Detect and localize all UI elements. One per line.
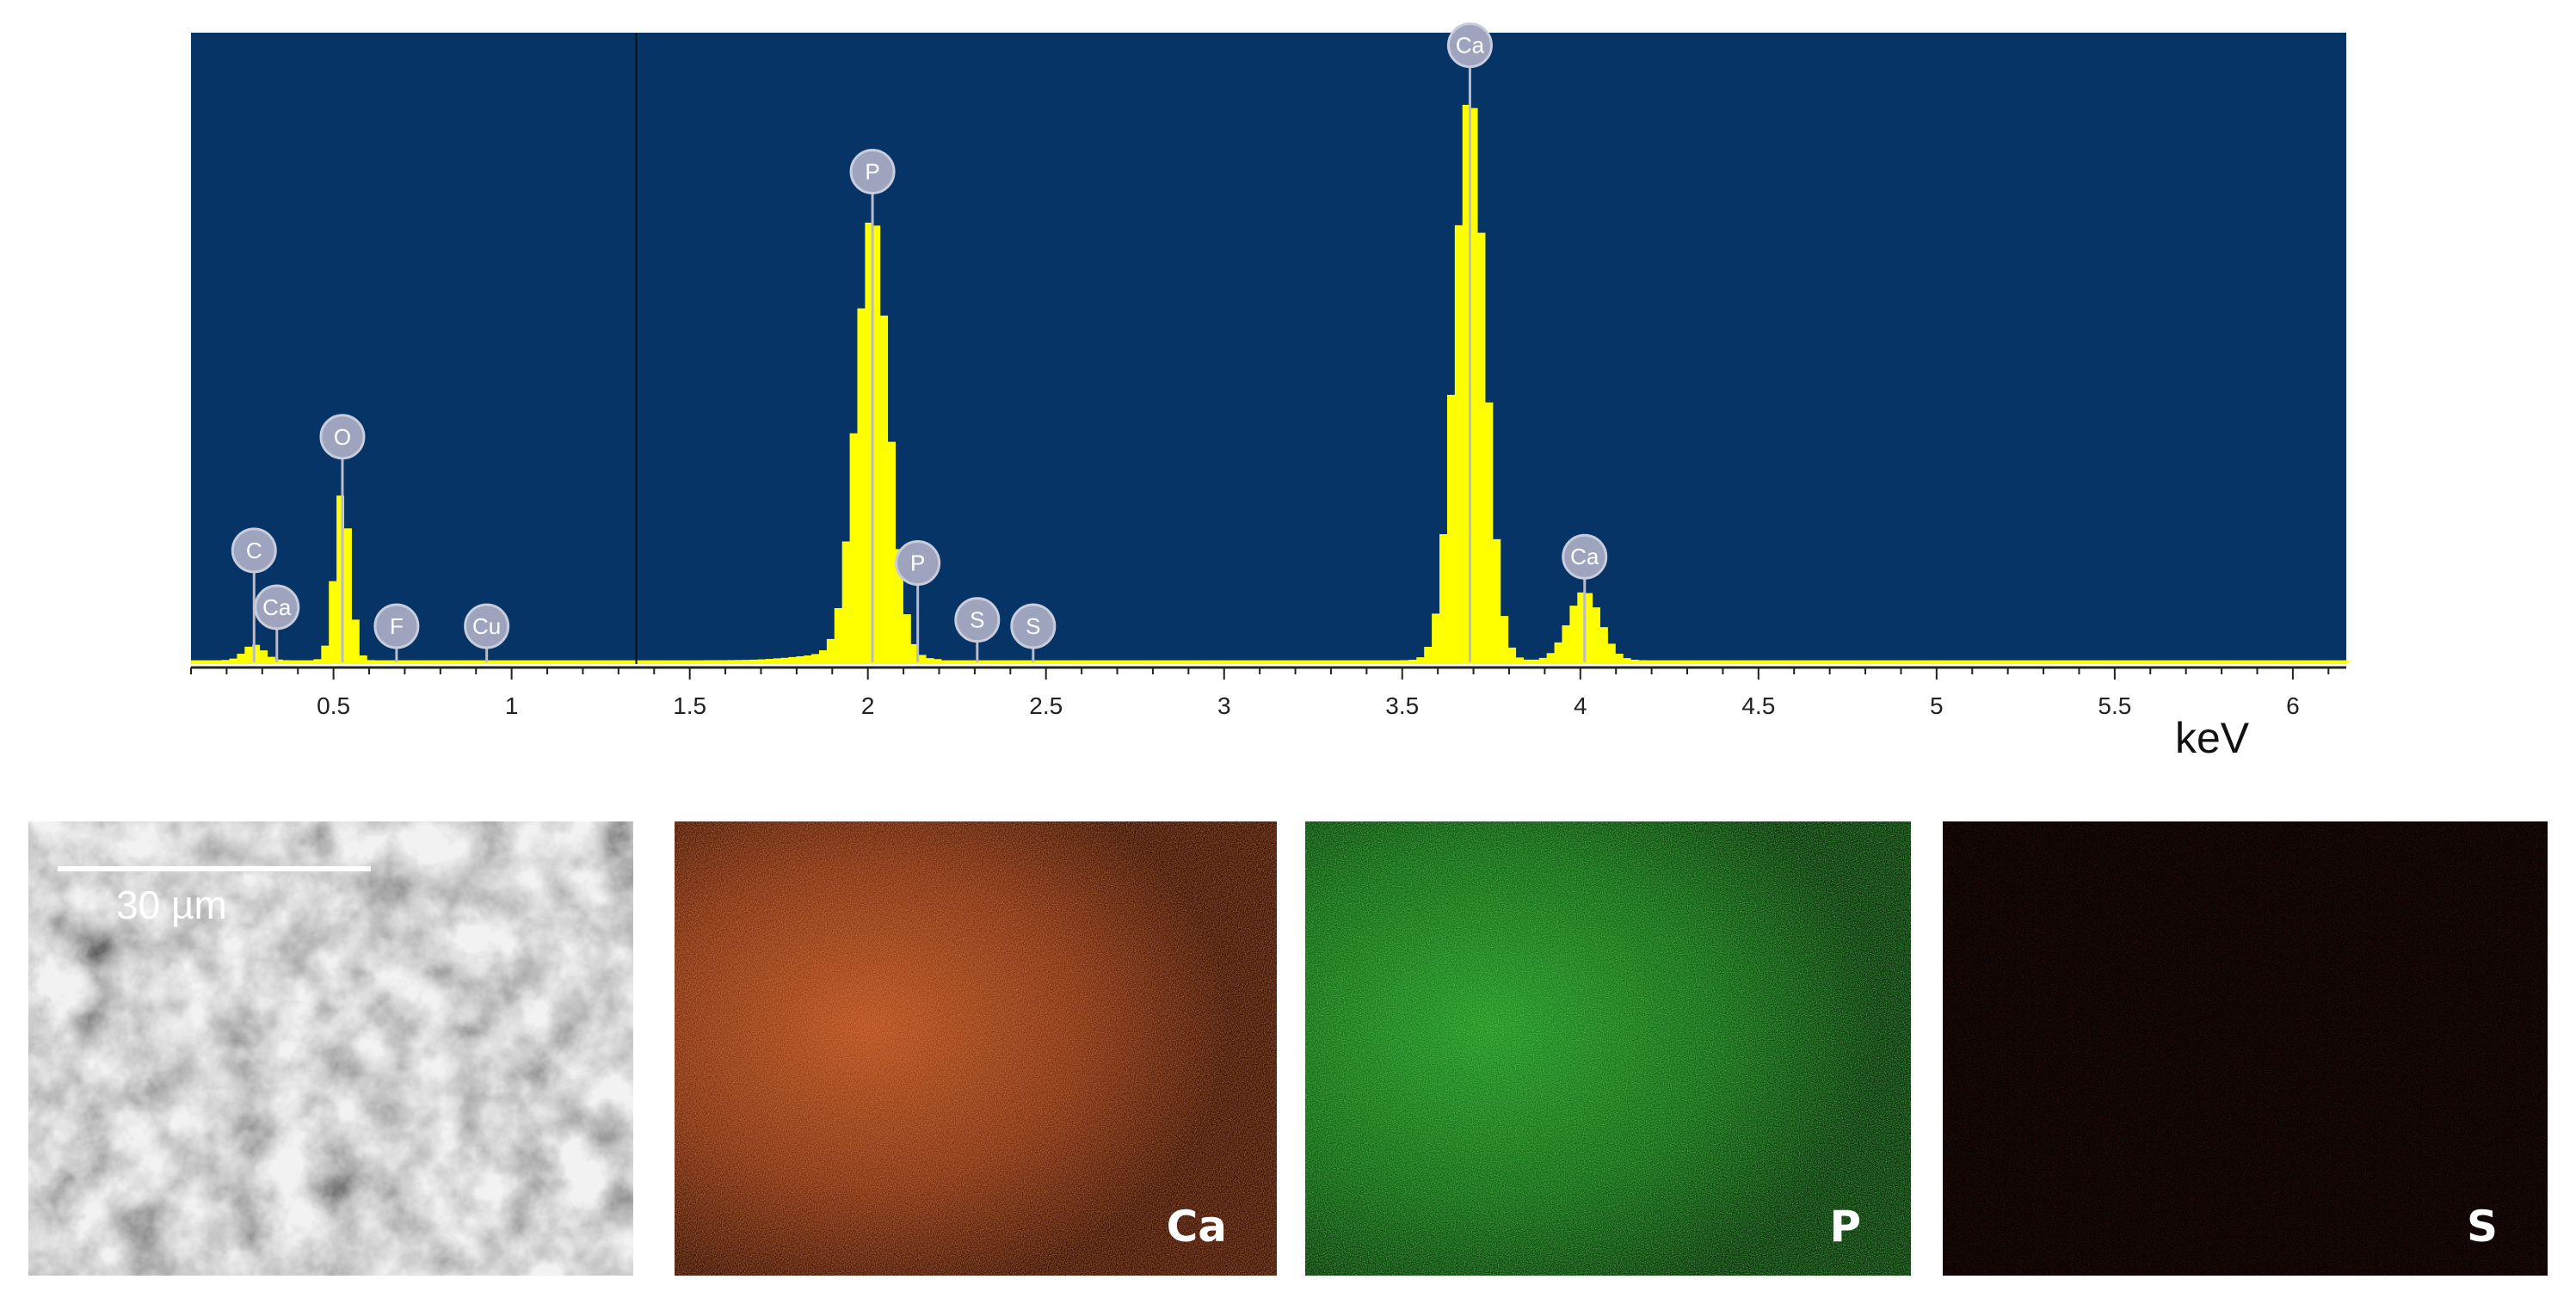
peak-label-o: O: [319, 414, 366, 662]
peak-label-ca: Ca: [254, 584, 300, 662]
peak-label-s: S: [954, 597, 1001, 662]
s-element-map: [1943, 821, 2548, 1276]
x-tick-label: 3.5: [1385, 692, 1419, 719]
x-axis-label: keV: [2175, 714, 2250, 762]
s-map-label: S: [2466, 1202, 2498, 1252]
svg-text:Ca: Ca: [1570, 544, 1599, 569]
p-map-panel: P: [1305, 821, 1911, 1276]
x-tick-label: 2.5: [1029, 692, 1063, 719]
ca-map-panel: Ca: [675, 821, 1277, 1276]
peak-label-p: P: [895, 540, 941, 662]
x-tick-label: 1: [505, 692, 519, 719]
x-tick-label: 5: [1930, 692, 1944, 719]
peak-label-cu: Cu: [464, 603, 510, 662]
ca-element-map: [675, 821, 1277, 1276]
plot-background: [191, 33, 2346, 664]
x-tick-label: 3: [1217, 692, 1231, 719]
x-tick-label: 5.5: [2098, 692, 2131, 719]
eds-spectrum-chart: C Ca O F Cu P P S S Ca Ca 0.5 1 1.5 2 2.5 3 3.5 4 4.5 5 5.5 6…: [190, 22, 2351, 762]
x-tick-label: 0.5: [317, 692, 350, 719]
x-tick-label: 2: [861, 692, 875, 719]
x-tick-label: 4: [1574, 692, 1587, 719]
svg-text:O: O: [334, 424, 351, 450]
p-element-map: [1305, 821, 1911, 1276]
scale-bar: [58, 866, 371, 871]
sem-image-panel: 30 µm: [28, 821, 633, 1276]
sem-micrograph: [28, 821, 633, 1276]
svg-text:Cu: Cu: [472, 613, 501, 639]
svg-text:Ca: Ca: [1456, 33, 1485, 58]
scale-bar-label: 30 µm: [116, 883, 227, 927]
x-tick-label: 1.5: [673, 692, 706, 719]
ca-map-label: Ca: [1166, 1202, 1227, 1252]
peak-label-ca: Ca: [1562, 533, 1608, 662]
peak-label-f: F: [373, 603, 420, 662]
peak-label-p: P: [849, 148, 896, 662]
svg-text:Ca: Ca: [262, 594, 292, 620]
svg-text:P: P: [910, 551, 925, 576]
x-tick-label: 4.5: [1741, 692, 1775, 719]
peak-label-c: C: [231, 527, 277, 662]
peak-label-s: S: [1010, 603, 1057, 662]
x-tick-label: 6: [2286, 692, 2300, 719]
svg-text:S: S: [1026, 613, 1040, 639]
svg-text:C: C: [246, 538, 262, 563]
svg-text:S: S: [970, 607, 984, 633]
svg-text:F: F: [390, 613, 404, 639]
p-map-label: P: [1829, 1202, 1861, 1252]
svg-text:P: P: [865, 158, 879, 184]
s-map-panel: S: [1943, 821, 2548, 1276]
peak-label-ca: Ca: [1446, 22, 1493, 662]
